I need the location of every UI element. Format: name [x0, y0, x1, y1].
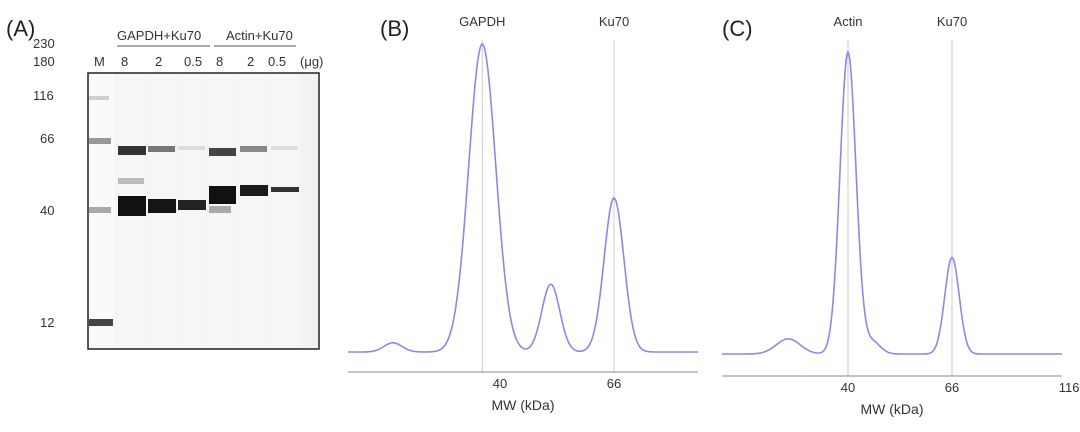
band-lane4-lower: [209, 206, 231, 213]
band-lane1-gapdh: [118, 196, 146, 216]
lane-label-marker: M: [94, 54, 105, 69]
trace-line: [348, 43, 698, 353]
chart-c: Actin Ku70 40 66 116 MW (kDa): [722, 14, 1079, 417]
band-lane2-gapdh: [148, 199, 176, 213]
x-tick-label: 66: [607, 376, 621, 391]
band-lane1-mid: [118, 178, 144, 184]
band-lane3-ku70: [178, 146, 205, 150]
lane-label-1: 8: [121, 54, 128, 69]
group-label-actin: Actin+Ku70: [226, 28, 293, 43]
ladder-band-116: [89, 96, 109, 100]
lane-label-3: 0.5: [184, 54, 202, 69]
band-lane6-ku70: [271, 146, 298, 150]
ladder-label-116: 116: [33, 88, 54, 103]
unit-label: (μg): [300, 54, 323, 69]
band-lane6-actin: [271, 187, 299, 192]
ladder-label-230: 230: [33, 36, 55, 51]
band-lane5-actin: [240, 185, 268, 196]
lane-label-5: 2: [247, 54, 254, 69]
panel-a-label: (A): [6, 16, 35, 41]
lane-label-2: 2: [155, 54, 162, 69]
trace-line: [722, 49, 1062, 355]
band-lane5-ku70: [240, 146, 267, 152]
band-lane3-gapdh: [178, 200, 206, 210]
group-label-gapdh: GAPDH+Ku70: [117, 28, 201, 43]
peak-label-ku70: Ku70: [937, 14, 967, 29]
ladder-band-66: [89, 138, 111, 144]
ladder-label-66: 66: [40, 131, 54, 146]
panel-c-label: (C): [722, 16, 753, 41]
band-lane4-actin: [209, 186, 236, 204]
x-axis-title: MW (kDa): [861, 401, 924, 417]
panel-b-label: (B): [380, 16, 409, 41]
x-axis-title: MW (kDa): [492, 397, 555, 413]
band-lane4-ku70: [209, 148, 236, 156]
chart-b: GAPDH Ku70 40 66 MW (kDa): [348, 14, 698, 413]
x-tick-label: 66: [945, 380, 959, 395]
ladder-label-40: 40: [40, 203, 54, 218]
lane-3: [177, 74, 207, 348]
peak-label-gapdh: GAPDH: [459, 14, 505, 29]
peak-label-ku70: Ku70: [599, 14, 629, 29]
x-tick-label: 116: [1059, 380, 1080, 395]
lane-5: [239, 74, 269, 348]
lane-label-4: 8: [216, 54, 223, 69]
peak-label-actin: Actin: [834, 14, 863, 29]
ladder-label-12: 12: [40, 315, 54, 330]
x-tick-label: 40: [493, 376, 507, 391]
lane-6: [270, 74, 300, 348]
ladder-band-12: [89, 319, 113, 326]
lane-label-6: 0.5: [268, 54, 286, 69]
ladder-label-180: 180: [33, 54, 55, 69]
band-lane2-ku70: [148, 146, 175, 152]
band-lane1-ku70: [118, 146, 146, 155]
x-tick-label: 40: [841, 380, 855, 395]
gel-image: [87, 72, 320, 350]
ladder-band-40: [89, 207, 111, 213]
